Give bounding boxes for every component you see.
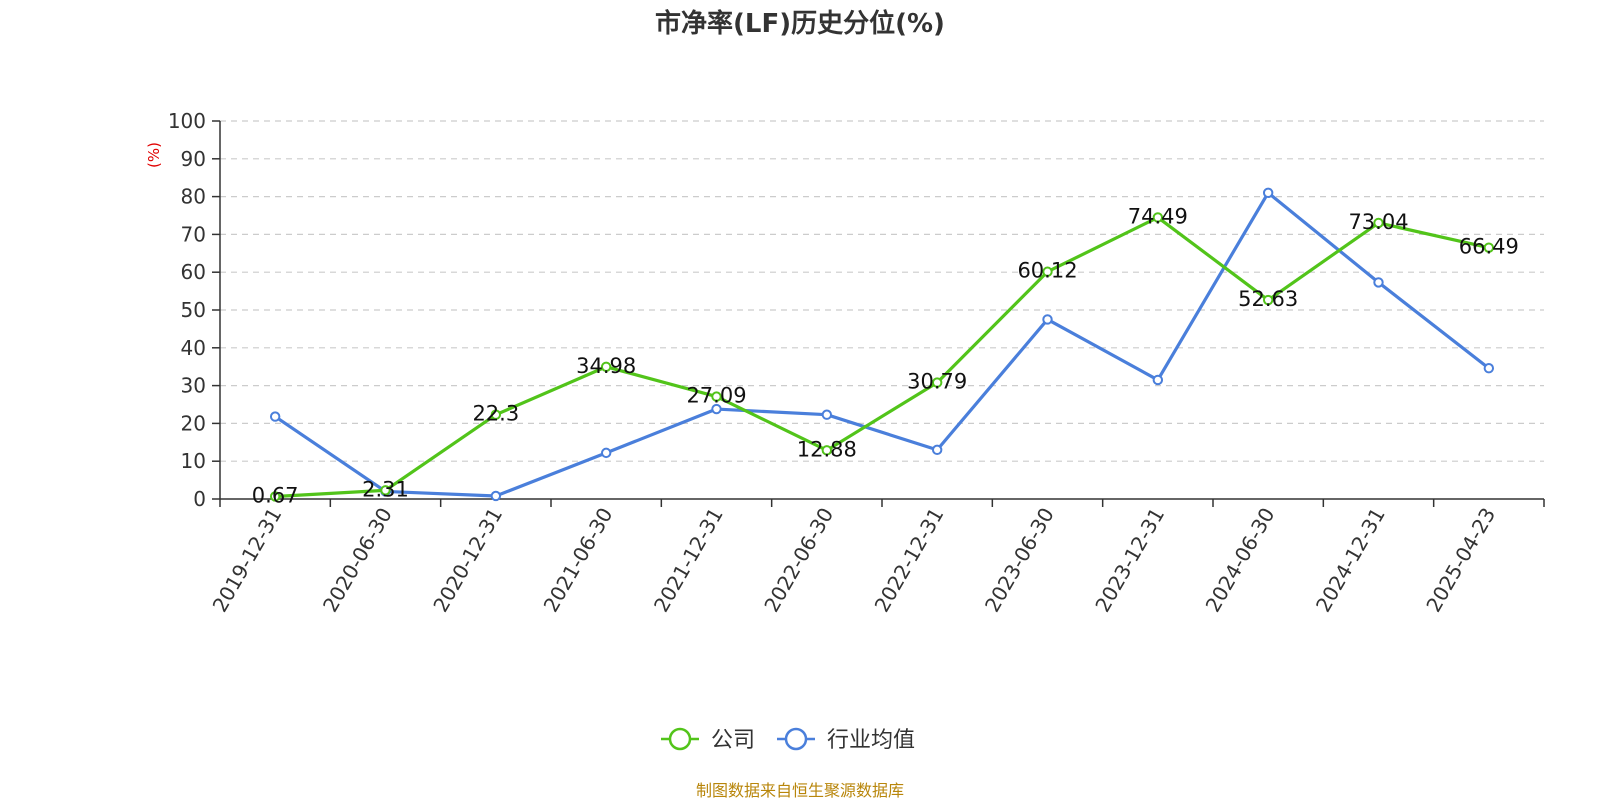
chart-title: 市净率(LF)历史分位(%) [655,8,945,39]
y-tick-label: 70 [181,222,206,246]
data-label: 73.04 [1348,210,1408,234]
y-tick-label: 90 [181,147,206,171]
data-point[interactable] [1483,242,1495,253]
data-label: 34.98 [576,354,636,378]
x-tick-label: 2023-06-30 [980,504,1059,617]
data-label: 66.49 [1459,235,1519,259]
data-label: 52.63 [1238,287,1298,311]
data-label: 74.49 [1128,204,1188,228]
x-tick-label: 2021-12-31 [649,504,728,617]
legend-item-1[interactable]: 行业均值 [777,727,915,753]
data-point[interactable] [600,361,612,372]
y-tick-label: 10 [181,449,206,473]
legend[interactable]: 公司 行业均值 [661,727,915,753]
series-line-0 [275,215,1490,499]
data-point[interactable] [1373,277,1384,288]
series-layer [269,187,1495,502]
data-point[interactable] [1042,266,1053,277]
source-note: 制图数据来自恒生聚源数据库 [696,781,904,800]
x-tick-label: 2024-06-30 [1201,504,1280,617]
data-point[interactable] [1042,314,1053,325]
data-label: 27.09 [686,384,746,408]
data-point[interactable] [931,444,943,456]
y-tick-label: 50 [181,298,206,322]
data-point[interactable] [600,447,612,459]
y-tick-label: 100 [168,109,206,133]
data-point[interactable] [821,445,833,456]
data-label: 2.31 [362,477,409,501]
data-label: 22.3 [472,402,519,426]
data-label: 60.12 [1017,259,1077,283]
x-tick-label: 2021-06-30 [539,504,618,617]
data-point[interactable] [711,403,722,415]
x-tick-label: 2019-12-31 [208,504,287,617]
data-label: 0.67 [252,483,299,507]
x-tick-label: 2022-06-30 [759,504,838,617]
data-point[interactable] [1152,212,1164,223]
data-point[interactable] [1152,374,1164,386]
legend-marker [784,727,808,751]
y-tick-label: 40 [181,336,206,360]
legend-label: 公司 [711,728,755,753]
data-point[interactable] [490,409,502,420]
x-tick-label: 2022-12-31 [870,504,949,617]
data-label: 12.88 [797,437,857,461]
data-labels: 0.67 2.31 22.3 34.98 27.09 12.88 30.79 60.12 74.… [252,204,1519,507]
legend-item-0[interactable]: 公司 [661,727,755,753]
data-point[interactable] [380,485,391,496]
data-label: 30.79 [907,370,967,394]
grid-lines [220,120,1544,462]
legend-label: 行业均值 [827,728,915,753]
y-tick-label: 0 [193,487,206,511]
data-point[interactable] [269,491,281,502]
y-axis-unit: (%) [145,142,163,168]
x-tick-label: 2023-12-31 [1090,504,1169,617]
y-tick-label: 30 [181,374,206,398]
data-point[interactable] [1262,187,1274,199]
y-tick-label: 80 [181,185,206,209]
x-tick-label: 2024-12-31 [1311,504,1390,617]
x-tick-label: 2025-04-23 [1421,504,1500,617]
y-tick-label: 60 [181,260,206,284]
data-point[interactable] [821,409,833,420]
axes: 0 10 20 30 40 50 60 70 80 90 100 2019-12-31 2020-06-… [168,109,1545,617]
data-point[interactable] [1373,217,1384,229]
x-tick-label: 2020-12-31 [428,504,507,617]
data-point[interactable] [490,490,502,502]
data-point[interactable] [1262,294,1274,306]
data-point[interactable] [711,391,722,402]
series-line-1 [274,191,1490,498]
y-tick-label: 20 [181,411,206,435]
x-tick-label: 2020-06-30 [318,504,397,617]
data-point[interactable] [1483,363,1495,374]
legend-marker [668,727,692,751]
data-point[interactable] [931,377,943,388]
data-point[interactable] [269,411,281,422]
